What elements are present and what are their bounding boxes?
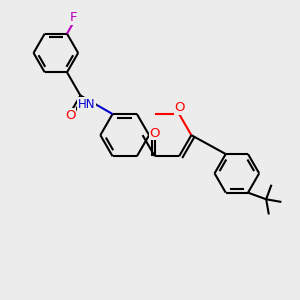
Text: O: O [175, 101, 185, 114]
Text: HN: HN [78, 98, 96, 111]
Text: F: F [70, 11, 78, 24]
Text: O: O [149, 127, 160, 140]
Text: O: O [65, 109, 76, 122]
